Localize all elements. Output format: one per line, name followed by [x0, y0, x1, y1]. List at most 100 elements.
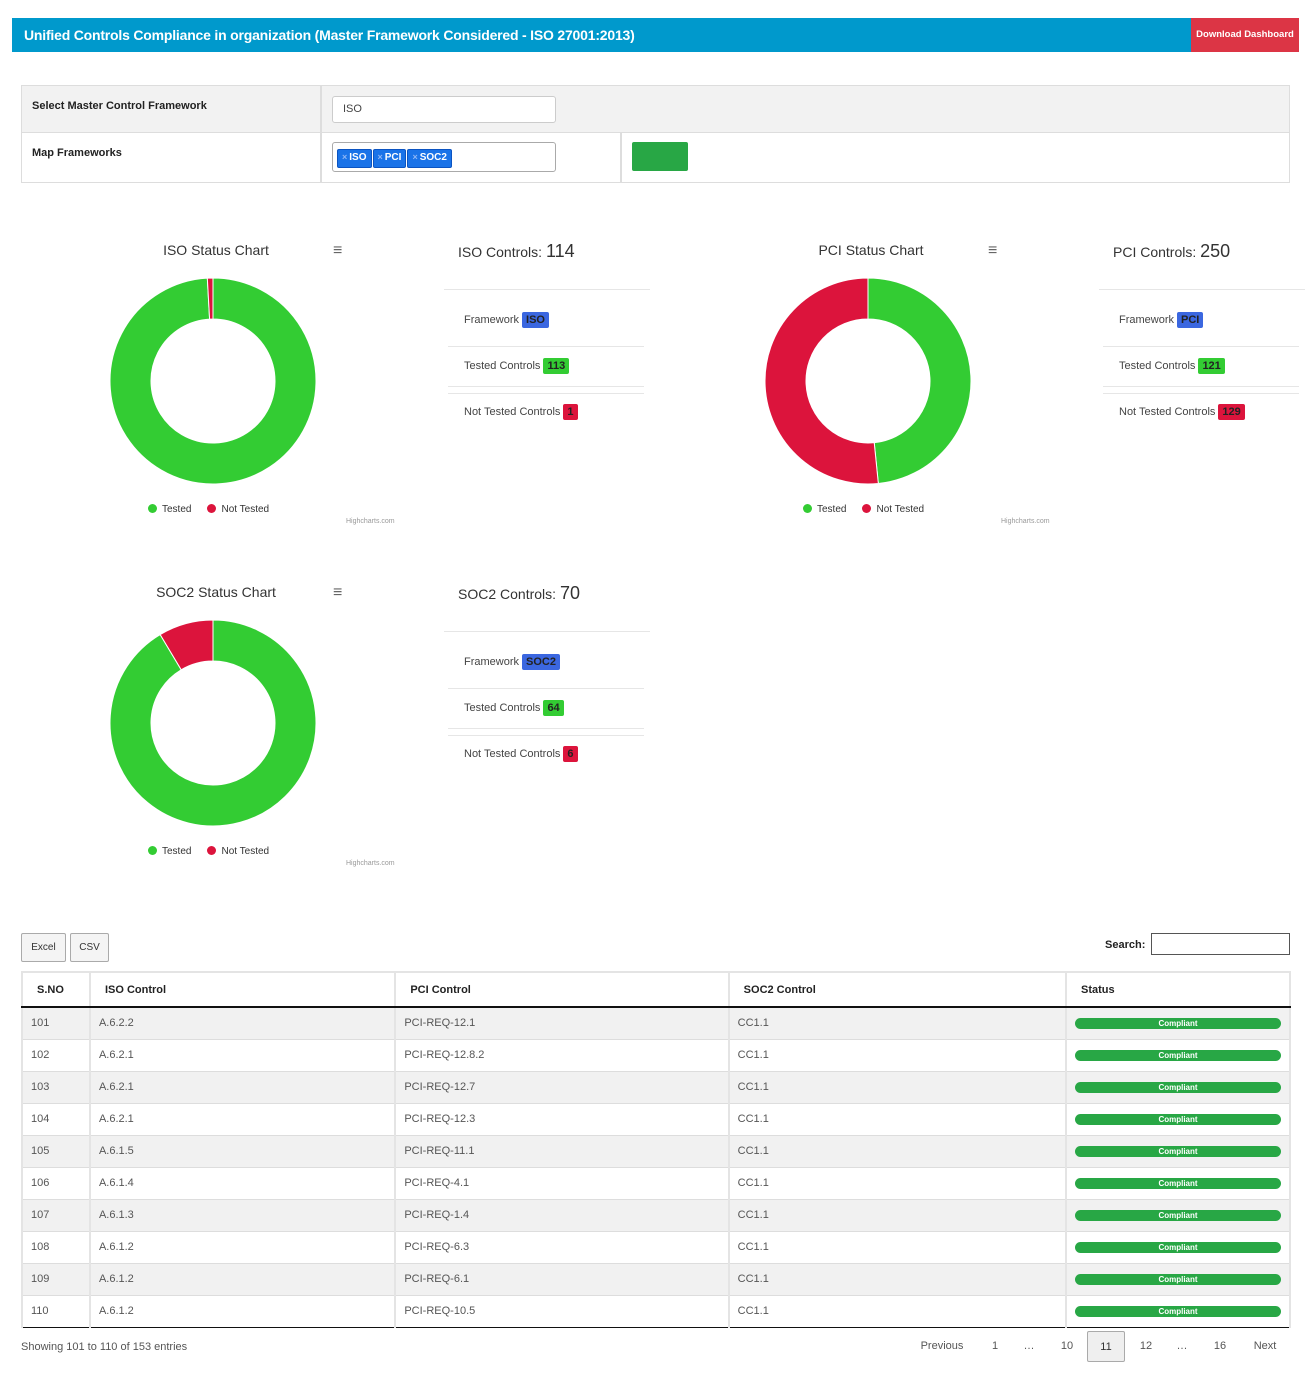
not-tested-badge: 1	[563, 404, 578, 420]
legend-item-not-tested[interactable]: Not Tested	[862, 504, 924, 515]
pagination-page-12[interactable]: 12	[1139, 1340, 1153, 1352]
cell-status: Compliant	[1065, 1038, 1291, 1071]
cell-iso-control: A.6.1.2	[88, 1230, 397, 1263]
export-csv-button[interactable]: CSV	[70, 933, 109, 962]
tested-badge: 113	[543, 358, 570, 374]
cell-sno: 101	[21, 1006, 91, 1039]
controls-heading: ISO Controls: 114	[458, 241, 575, 261]
filter-panel: Select Master Control Framework ISO Map …	[21, 85, 1290, 183]
status-badge: Compliant	[1075, 1017, 1281, 1029]
pie-slice-tested[interactable]	[109, 619, 317, 827]
column-header-status[interactable]: Status	[1065, 971, 1291, 1008]
divider	[448, 728, 644, 729]
divider	[444, 631, 650, 632]
controls-total: 114	[545, 241, 575, 261]
divider	[448, 346, 644, 347]
cell-sno: 103	[21, 1070, 91, 1103]
apply-filter-button[interactable]	[632, 142, 688, 171]
pagination-page-11-current[interactable]: 11	[1087, 1331, 1125, 1362]
framework-tag-pci[interactable]: × PCI	[372, 149, 407, 168]
table-row: 107 A.6.1.3 PCI-REQ-1.4 CC1.1 Compliant	[21, 1198, 1291, 1231]
cell-status: Compliant	[1065, 1294, 1291, 1328]
legend-item-tested[interactable]: Tested	[148, 504, 191, 515]
map-frameworks-multiselect[interactable]: × ISO × PCI × SOC2	[332, 142, 556, 172]
divider	[320, 133, 322, 182]
not-tested-row: Not Tested Controls 1	[464, 404, 578, 420]
column-header-soc2-control[interactable]: SOC2 Control	[727, 971, 1068, 1008]
cell-iso-control: A.6.2.1	[88, 1070, 397, 1103]
pie-slice-not-tested[interactable]	[764, 277, 879, 485]
cell-soc2-control: CC1.1	[727, 1262, 1068, 1295]
remove-tag-icon[interactable]: ×	[412, 152, 418, 162]
tested-dot-icon	[148, 846, 157, 855]
cell-soc2-control: CC1.1	[727, 1038, 1068, 1071]
pagination-page-10[interactable]: 10	[1060, 1340, 1074, 1352]
framework-tag-soc2[interactable]: × SOC2	[407, 149, 452, 168]
cell-pci-control: PCI-REQ-12.8.2	[394, 1038, 730, 1071]
legend-item-not-tested[interactable]: Not Tested	[207, 846, 269, 857]
not-tested-dot-icon	[862, 504, 872, 513]
framework-badge: PCI	[1177, 312, 1204, 328]
download-dashboard-button[interactable]: Download Dashboard	[1191, 18, 1299, 52]
cell-pci-control: PCI-REQ-6.3	[394, 1230, 730, 1263]
chart-legend: Tested Not Tested	[803, 504, 940, 515]
chart-credits[interactable]: Highcharts.com	[346, 860, 395, 867]
table-row: 110 A.6.1.2 PCI-REQ-10.5 CC1.1 Compliant	[21, 1294, 1291, 1328]
pagination-page-16[interactable]: 16	[1213, 1340, 1227, 1352]
divider	[448, 735, 644, 736]
donut-chart	[764, 277, 972, 485]
not-tested-row: Not Tested Controls 6	[464, 746, 578, 762]
cell-soc2-control: CC1.1	[727, 1198, 1068, 1231]
chart-menu-icon[interactable]: ≡	[333, 242, 343, 259]
donut-chart	[109, 277, 317, 485]
chart-title: PCI Status Chart	[818, 242, 924, 258]
chart-menu-icon[interactable]: ≡	[988, 242, 998, 259]
remove-tag-icon[interactable]: ×	[377, 152, 383, 162]
status-badge: Compliant	[1075, 1209, 1281, 1221]
status-badge: Compliant	[1075, 1049, 1281, 1061]
column-header-pci-control[interactable]: PCI Control	[394, 971, 730, 1008]
pagination-next[interactable]: Next	[1253, 1340, 1277, 1352]
table-search-input[interactable]	[1151, 933, 1290, 955]
legend-item-tested[interactable]: Tested	[148, 846, 191, 857]
chart-credits[interactable]: Highcharts.com	[1001, 518, 1050, 525]
not-tested-badge: 129	[1218, 404, 1245, 420]
pie-slice-not-tested[interactable]	[206, 277, 214, 320]
column-header-iso-control[interactable]: ISO Control	[88, 971, 397, 1008]
cell-soc2-control: CC1.1	[727, 1294, 1068, 1328]
tested-row: Tested Controls 113	[464, 358, 570, 374]
header-bar: Unified Controls Compliance in organizat…	[12, 18, 1299, 52]
cell-soc2-control: CC1.1	[727, 1230, 1068, 1263]
cell-sno: 108	[21, 1230, 91, 1263]
framework-row: Framework PCI	[1119, 312, 1204, 328]
controls-total: 70	[559, 583, 580, 603]
pie-slice-tested[interactable]	[109, 277, 317, 485]
pie-slice-tested[interactable]	[867, 277, 972, 485]
filter-row-master: Select Master Control Framework ISO	[22, 86, 1289, 133]
cell-status: Compliant	[1065, 1070, 1291, 1103]
divider	[620, 133, 622, 182]
table-row: 104 A.6.2.1 PCI-REQ-12.3 CC1.1 Compliant	[21, 1102, 1291, 1135]
pagination-previous[interactable]: Previous	[920, 1340, 964, 1352]
legend-item-tested[interactable]: Tested	[803, 504, 846, 515]
table-row: 109 A.6.1.2 PCI-REQ-6.1 CC1.1 Compliant	[21, 1262, 1291, 1295]
column-header-sno[interactable]: S.NO	[21, 971, 91, 1008]
pagination-page-1[interactable]: 1	[991, 1340, 999, 1352]
chart-title: SOC2 Status Chart	[156, 584, 276, 600]
table-row: 103 A.6.2.1 PCI-REQ-12.7 CC1.1 Compliant	[21, 1070, 1291, 1103]
master-framework-select[interactable]: ISO	[332, 96, 556, 123]
chart-menu-icon[interactable]: ≡	[333, 584, 343, 601]
remove-tag-icon[interactable]: ×	[342, 152, 348, 162]
table-info: Showing 101 to 110 of 153 entries	[21, 1341, 188, 1353]
search-label: Search:	[1105, 939, 1146, 951]
export-excel-button[interactable]: Excel	[21, 933, 66, 962]
table-header-row: S.NO ISO Control PCI Control SOC2 Contro…	[21, 971, 1291, 1008]
chart-credits[interactable]: Highcharts.com	[346, 518, 395, 525]
tested-row: Tested Controls 121	[1119, 358, 1225, 374]
divider	[448, 386, 644, 387]
framework-tag-iso[interactable]: × ISO	[337, 149, 372, 168]
status-badge: Compliant	[1075, 1305, 1281, 1317]
pie-slice-not-tested[interactable]	[159, 619, 214, 671]
legend-item-not-tested[interactable]: Not Tested	[207, 504, 269, 515]
controls-heading: PCI Controls: 250	[1113, 241, 1231, 261]
